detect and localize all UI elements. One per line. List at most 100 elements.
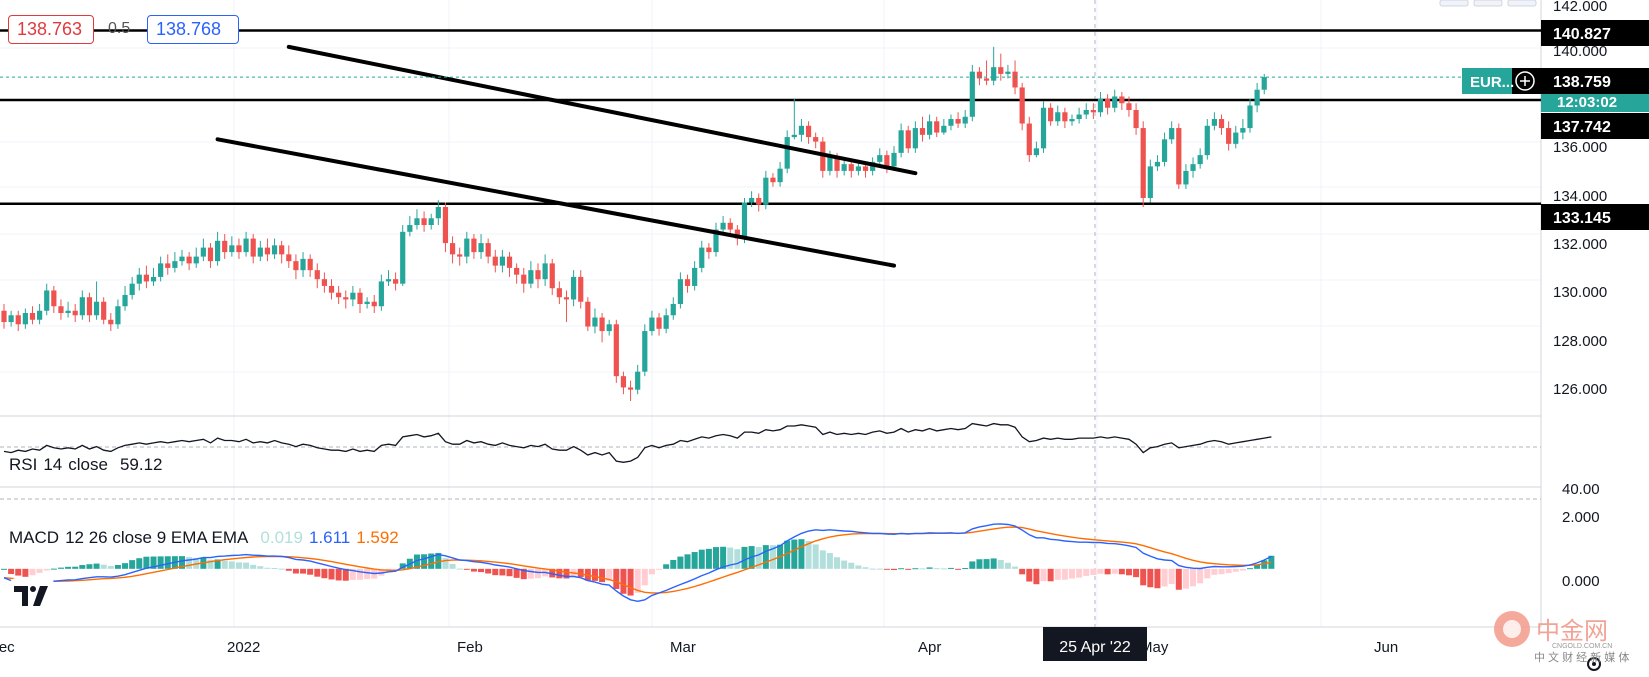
candle-body xyxy=(179,256,185,262)
candle-body xyxy=(720,222,726,230)
macd-hist-bar xyxy=(670,560,677,569)
candle-body xyxy=(385,279,392,282)
horizontal-levels[interactable] xyxy=(0,29,1541,205)
macd-hist-bar xyxy=(663,564,670,569)
tradingview-logo[interactable] xyxy=(10,578,54,614)
candle-body xyxy=(656,317,662,329)
macd-hist-bar xyxy=(741,546,748,569)
time-axis[interactable]: Dec 2022 Feb Mar Apr May Jun 25 Apr '22 xyxy=(0,627,1398,661)
macd-hist-bar xyxy=(1190,568,1197,587)
candle-body xyxy=(1,310,7,323)
macd-hist-bar xyxy=(93,563,100,569)
macd-hist-bar xyxy=(720,546,727,569)
candle-body xyxy=(934,121,940,133)
candle-body xyxy=(884,155,890,167)
macd-hist-bar xyxy=(1168,568,1175,584)
watermark: 中金网 CNGOLD.COM.CN 中 文 财 经 新 媒 体 xyxy=(1490,607,1640,667)
macd-hist-bar xyxy=(321,568,328,579)
symbol-tag xyxy=(1462,68,1512,94)
candle-body xyxy=(1119,96,1125,104)
bid-price-box[interactable]: 138.763 xyxy=(8,15,94,44)
level-tags[interactable]: 140.827 137.742 133.145 138.759 12:03:02… xyxy=(1462,20,1649,230)
macd-hist-bar xyxy=(677,556,684,569)
plus-icon[interactable] xyxy=(1515,71,1535,91)
macd-hist-bar xyxy=(641,568,648,586)
macd-name: MACD xyxy=(9,528,60,547)
candle-body xyxy=(65,310,71,314)
price-axis[interactable]: 142.000 140.000 136.000 134.000 132.000 … xyxy=(1553,0,1607,590)
rsi-legend[interactable]: RSI 14 close 59.12 xyxy=(9,455,169,475)
candle-body xyxy=(684,279,691,286)
macd-hist-bar xyxy=(1090,568,1097,575)
macd-hist-bar xyxy=(1069,568,1075,579)
candle-body xyxy=(158,263,164,277)
toolbar-button[interactable] xyxy=(1507,0,1537,7)
candle-body xyxy=(642,331,648,372)
candle-body xyxy=(521,274,527,284)
macd-line-value: 1.611 xyxy=(308,528,351,547)
candle-body xyxy=(435,207,441,219)
macd-hist-bar xyxy=(905,568,912,570)
macd-hist-bar xyxy=(478,568,485,573)
candle-body xyxy=(549,263,555,289)
candle-body xyxy=(51,290,57,307)
macd-hist-bar xyxy=(1033,568,1040,585)
candle-body xyxy=(941,125,947,133)
macd-hist-bar xyxy=(1161,568,1168,587)
candle-body xyxy=(862,166,869,171)
crosshair-date-tag xyxy=(1043,627,1147,661)
candle-body xyxy=(449,243,456,255)
macd-hist-bar xyxy=(1019,568,1026,575)
macd-hist-bar xyxy=(1118,568,1125,575)
macd-hist-bar xyxy=(292,568,299,574)
candle-body xyxy=(706,247,712,253)
candle-body xyxy=(798,125,805,135)
macd-hist-bar xyxy=(1247,568,1253,570)
macd-hist-bar xyxy=(243,562,250,569)
macd-hist-bar xyxy=(15,568,22,576)
time-label: Jun xyxy=(1374,639,1398,656)
macd-hist-bar xyxy=(656,568,663,570)
candle-body xyxy=(1090,110,1096,113)
candle-body xyxy=(1197,155,1203,165)
candle-body xyxy=(855,166,861,171)
candle-body xyxy=(378,281,384,307)
macd-hist-bar xyxy=(997,559,1004,569)
gear-icon[interactable] xyxy=(1587,657,1601,671)
macd-hist-bar xyxy=(1083,568,1090,576)
macd-line xyxy=(3,523,1272,603)
candle-body xyxy=(286,254,292,262)
macd-hist-bar xyxy=(157,556,164,569)
price-tick: 140.000 xyxy=(1553,43,1607,60)
macd-hist-bar xyxy=(613,568,620,589)
macd-hist-bar xyxy=(791,539,798,569)
time-label: Mar xyxy=(670,639,696,656)
macd-hist-bar xyxy=(727,547,734,569)
macd-axis-label: 2.000 xyxy=(1562,509,1600,526)
trend-channel[interactable] xyxy=(215,44,918,268)
macd-hist-bar xyxy=(1047,568,1054,582)
macd-legend[interactable]: MACD 12 26 close 9 EMA EMA 0.019 1.611 1.592 xyxy=(9,528,405,548)
candle-body xyxy=(328,285,335,293)
macd-hist-bar xyxy=(834,557,841,569)
ask-price-box[interactable]: 138.768 xyxy=(147,15,239,44)
macd-hist-bar xyxy=(314,568,321,577)
candle-body xyxy=(905,130,911,149)
candle-body xyxy=(321,279,327,286)
macd-hist-bar xyxy=(755,546,762,569)
macd-hist-bar xyxy=(485,568,492,574)
macd-hist-bar xyxy=(1140,568,1147,586)
toolbar-button[interactable] xyxy=(1473,0,1503,7)
macd-hist-bar xyxy=(143,556,150,569)
macd-hist-bar xyxy=(1211,568,1218,575)
candle-body xyxy=(293,261,299,271)
macd-hist-bar xyxy=(955,568,962,570)
toolbar-button[interactable] xyxy=(1439,0,1469,7)
macd-hist-bar xyxy=(513,568,520,578)
candle-body xyxy=(692,267,698,286)
macd-hist-bar xyxy=(150,556,157,569)
candle-body xyxy=(834,157,840,171)
macd-hist-bar xyxy=(634,568,641,593)
